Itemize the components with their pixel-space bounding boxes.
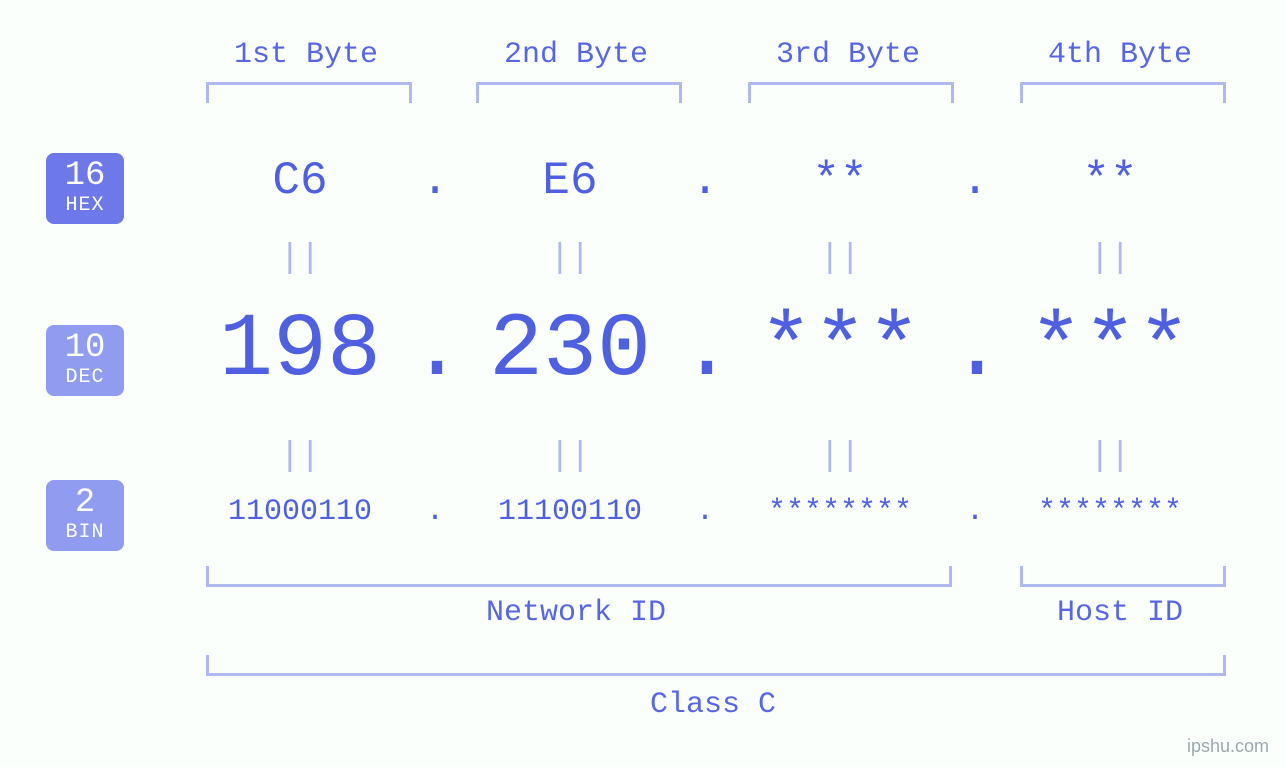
row-dec: 198 . 230 . *** . *** [190, 300, 1270, 402]
equals-mark: || [460, 438, 680, 476]
equals-mark: || [730, 240, 950, 278]
badge-bin-label: BIN [46, 522, 124, 543]
network-id-bracket [206, 566, 952, 587]
hex-byte-1: C6 [190, 155, 410, 207]
equals-mark: || [190, 438, 410, 476]
host-id-label: Host ID [1000, 596, 1240, 630]
dot: . [410, 155, 460, 207]
network-id-label: Network ID [206, 596, 946, 630]
byte-bracket-1 [206, 82, 412, 103]
row-bin: 11000110 . 11100110 . ******** . *******… [190, 495, 1270, 529]
equals-mark: || [730, 438, 950, 476]
class-bracket [206, 655, 1226, 676]
dot: . [410, 300, 460, 402]
byte-bracket-4 [1020, 82, 1226, 103]
equals-row-dec-bin: || || || || [190, 438, 1270, 476]
dec-byte-4: *** [1000, 300, 1220, 402]
dot: . [410, 495, 460, 529]
badge-dec: 10 DEC [46, 325, 124, 396]
equals-row-hex-dec: || || || || [190, 240, 1270, 278]
bin-byte-3: ******** [730, 495, 950, 529]
dot: . [950, 495, 1000, 529]
ip-diagram: 1st Byte 2nd Byte 3rd Byte 4th Byte 16 H… [0, 0, 1285, 767]
badge-hex-radix: 16 [46, 159, 124, 195]
class-label: Class C [206, 688, 1220, 722]
dec-byte-2: 230 [460, 300, 680, 402]
byte-header-4: 4th Byte [1020, 38, 1220, 72]
badge-hex: 16 HEX [46, 153, 124, 224]
hex-byte-3: ** [730, 155, 950, 207]
equals-mark: || [460, 240, 680, 278]
badge-dec-label: DEC [46, 367, 124, 388]
equals-mark: || [190, 240, 410, 278]
hex-byte-4: ** [1000, 155, 1220, 207]
dot: . [680, 495, 730, 529]
byte-bracket-3 [748, 82, 954, 103]
hex-byte-2: E6 [460, 155, 680, 207]
row-hex: C6 . E6 . ** . ** [190, 155, 1270, 207]
dec-byte-1: 198 [190, 300, 410, 402]
byte-header-1: 1st Byte [206, 38, 406, 72]
watermark: ipshu.com [1187, 736, 1269, 757]
dot: . [680, 300, 730, 402]
byte-bracket-2 [476, 82, 682, 103]
byte-header-3: 3rd Byte [748, 38, 948, 72]
dot: . [680, 155, 730, 207]
dot: . [950, 155, 1000, 207]
badge-bin-radix: 2 [46, 486, 124, 522]
dot: . [950, 300, 1000, 402]
badge-dec-radix: 10 [46, 331, 124, 367]
host-id-bracket [1020, 566, 1226, 587]
badge-bin: 2 BIN [46, 480, 124, 551]
bin-byte-4: ******** [1000, 495, 1220, 529]
bin-byte-1: 11000110 [190, 495, 410, 529]
bin-byte-2: 11100110 [460, 495, 680, 529]
badge-hex-label: HEX [46, 195, 124, 216]
byte-header-2: 2nd Byte [476, 38, 676, 72]
equals-mark: || [1000, 240, 1220, 278]
dec-byte-3: *** [730, 300, 950, 402]
equals-mark: || [1000, 438, 1220, 476]
